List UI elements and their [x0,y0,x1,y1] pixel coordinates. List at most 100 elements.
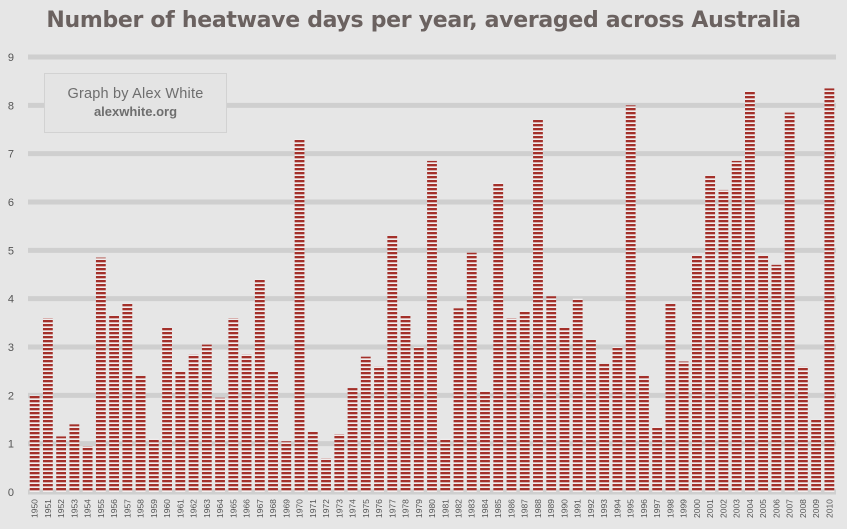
x-tick-label: 1954 [83,499,93,518]
bars [29,88,835,493]
x-tick-label: 1963 [202,499,212,518]
bar-2007 [784,112,795,492]
bar-2000 [692,255,702,492]
bar-1995 [625,105,636,492]
bar-1989 [546,296,557,492]
x-tick-label: 2003 [732,499,742,518]
bar-1980 [427,160,437,493]
credit-website: alexwhite.org [93,104,178,119]
x-tick-label: 1971 [308,499,318,518]
bar-1966 [241,354,252,492]
bar-1990 [559,327,570,492]
bar-2009 [811,419,822,492]
bar-1971 [307,431,318,492]
x-tick-label: 1985 [493,499,503,518]
x-tick-label: 1999 [679,499,689,518]
bar-1984 [480,390,490,492]
x-tick-label: 1973 [334,499,344,518]
x-tick-label: 1960 [162,499,172,518]
x-tick-label: 1978 [401,499,411,518]
x-tick-label: 1955 [96,499,106,518]
bar-1963 [201,344,212,492]
bar-2004 [745,90,755,492]
x-tick-label: 1976 [374,499,384,518]
x-tick-label: 1965 [228,499,238,518]
bar-2005 [758,255,769,492]
bar-1987 [519,310,530,492]
bar-2006 [771,264,782,492]
bar-1955 [95,257,106,492]
x-tick-label: 1984 [480,499,490,518]
bar-2003 [731,160,742,493]
x-tick-label: 1998 [665,499,675,518]
bar-1969 [281,441,292,492]
bar-1992 [586,339,596,492]
bar-1962 [188,354,199,492]
bar-1993 [599,363,610,492]
x-tick-label: 1961 [175,499,185,518]
bar-1960 [162,327,172,492]
chart-title: Number of heatwave days per year, averag… [46,8,801,33]
x-tick-label: 1952 [56,499,66,518]
x-tick-label: 1997 [652,499,662,518]
bar-1965 [228,318,239,492]
x-tick-label: 1992 [586,499,596,518]
x-tick-label: 1956 [109,499,119,518]
x-tick-label: 1982 [453,499,463,518]
x-axis-tick-labels: 1950 1951 1952 1953 1954 1955 1956 1957 1958 1959… [30,499,835,518]
bar-1958 [135,376,146,492]
bar-1996 [639,376,649,492]
credit-box: Graph by Alex White alexwhite.org [44,73,227,133]
bar-1964 [215,397,225,492]
x-tick-label: 1970 [295,499,305,518]
bar-1978 [400,315,411,492]
bar-2008 [797,366,808,492]
x-tick-label: 1951 [43,499,53,518]
bar-1953 [69,424,80,492]
x-tick-label: 1950 [30,499,40,518]
bar-1986 [506,318,517,492]
y-tick-label: 3 [8,342,14,354]
x-tick-label: 1979 [414,499,424,518]
x-tick-label: 1989 [546,499,556,518]
x-tick-label: 1983 [467,499,477,518]
x-tick-label: 1974 [348,499,358,518]
y-tick-label: 8 [8,100,14,112]
x-tick-label: 2002 [718,499,728,518]
x-tick-label: 1987 [520,499,530,518]
bar-1981 [440,438,451,492]
bar-1952 [56,436,67,492]
bar-1982 [453,308,464,492]
x-tick-label: 1953 [69,499,79,518]
bar-1972 [321,458,331,492]
y-tick-label: 2 [8,390,14,402]
x-tick-label: 2006 [771,499,781,518]
bar-1959 [148,438,159,492]
bar-1988 [533,119,543,492]
bar-1985 [493,182,504,493]
bar-1979 [413,347,424,492]
x-tick-label: 1966 [242,499,252,518]
credit-author: Graph by Alex White [67,86,204,102]
x-tick-label: 1993 [599,499,609,518]
x-tick-label: 1972 [321,499,331,518]
x-tick-label: 2005 [758,499,768,518]
x-tick-label: 1980 [427,499,437,518]
x-tick-label: 1959 [149,499,159,518]
bar-1956 [109,315,119,492]
x-tick-label: 1991 [573,499,583,518]
x-tick-label: 2007 [785,499,795,518]
y-tick-label: 5 [8,245,14,257]
bar-1951 [42,318,53,492]
bar-1976 [374,366,384,492]
bar-1973 [334,434,345,492]
bar-1950 [29,395,40,492]
x-tick-label: 1968 [268,499,278,518]
bar-1994 [612,347,623,492]
bar-1977 [387,235,398,492]
x-tick-label: 1990 [559,499,569,518]
bar-1967 [254,279,265,492]
x-tick-label: 1996 [639,499,649,518]
x-tick-label: 1995 [626,499,636,518]
x-tick-label: 2004 [745,499,755,518]
